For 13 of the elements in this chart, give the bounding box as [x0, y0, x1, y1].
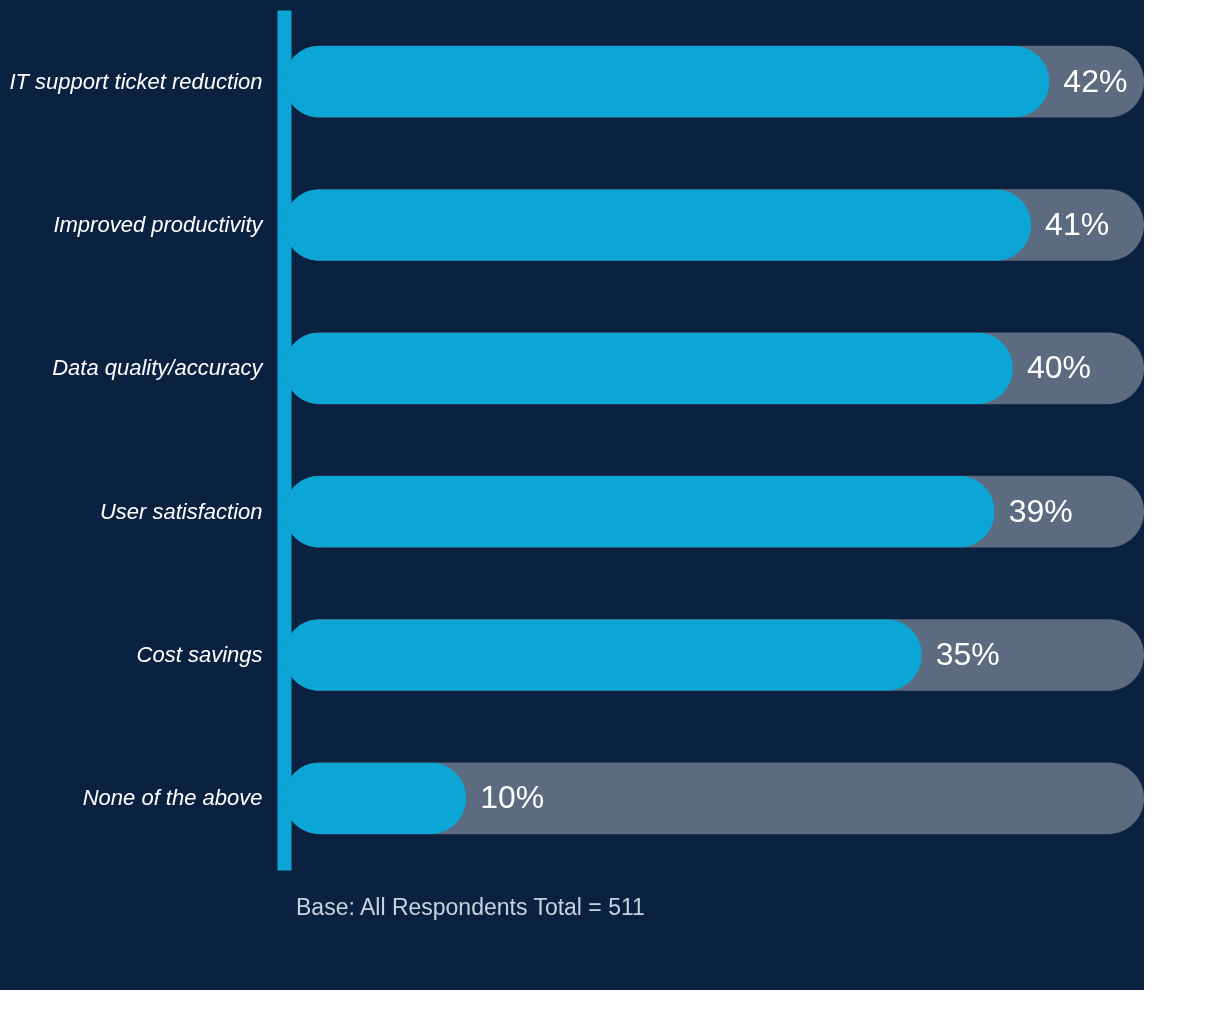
- data-label: 35%: [935, 636, 1000, 672]
- data-label: 42%: [1063, 62, 1128, 99]
- data-label: 39%: [1008, 492, 1073, 529]
- y-tick-label: None of the above: [82, 785, 263, 811]
- y-tick-label: Data quality/accuracy: [52, 355, 265, 381]
- y-tick-label: IT support ticket reduction: [9, 68, 263, 94]
- y-tick-label: Cost savings: [136, 642, 263, 667]
- data-label: 40%: [1026, 349, 1091, 386]
- y-tick-label: Improved productivity: [53, 212, 265, 237]
- data-label: 41%: [1045, 206, 1110, 242]
- data-label: 10%: [480, 779, 545, 816]
- text: Base: All Respondents Total = 511: [296, 894, 645, 920]
- y-tick-label: User satisfaction: [99, 498, 263, 524]
